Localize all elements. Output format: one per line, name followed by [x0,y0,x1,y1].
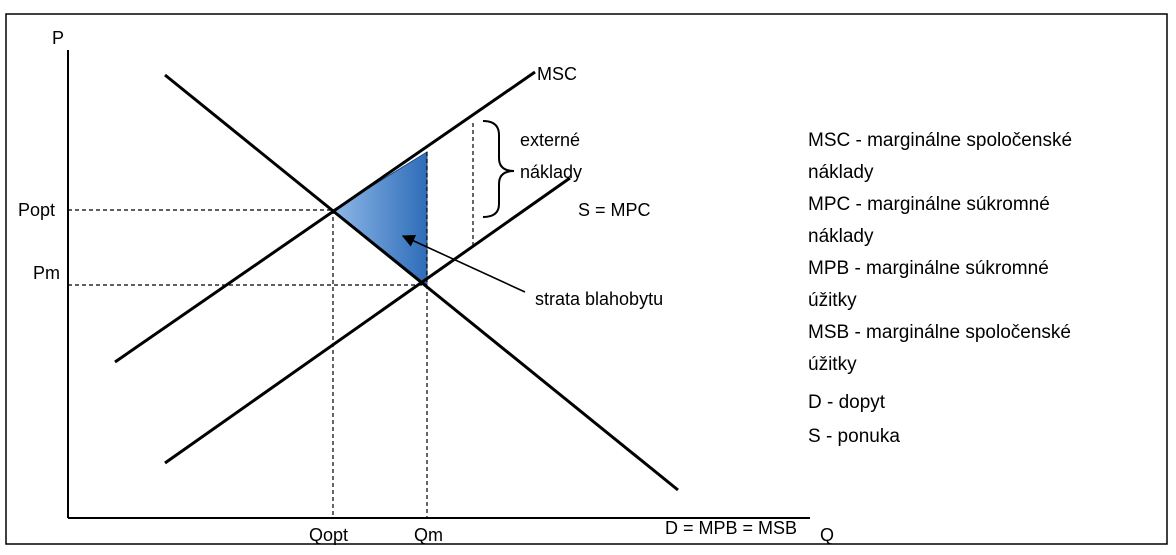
legend-line: MSB - marginálne spoločenské [808,322,1071,343]
legend-line: náklady [808,162,874,183]
msc-curve [114,70,536,364]
external-costs-label-2: náklady [520,162,582,182]
demand-label: D = MPB = MSB [665,518,797,538]
external-cost-brace [482,120,515,218]
legend-line: úžitky [808,290,857,311]
demand-curve [164,73,679,492]
qm-label: Qm [414,525,443,545]
legend-line: úžitky [808,354,857,375]
outer-border [5,13,1168,545]
legend-line: náklady [808,226,874,247]
y-axis-label: P [52,28,64,48]
legend-line: MSC - marginálne spoločenské [808,130,1072,151]
msc-label: MSC [537,64,577,84]
popt-label: Popt [18,200,55,220]
qopt-label: Qopt [309,525,348,545]
welfare-loss-area [332,151,428,287]
legend-line: MPB - marginálne súkromné [808,258,1049,279]
mpc-label: S = MPC [578,200,651,220]
legend: MSC - marginálne spoločenské náklady MPC… [808,130,1072,447]
legend-line: MPC - marginálne súkromné [808,194,1050,215]
welfare-loss-label: strata blahobytu [535,289,663,309]
legend-line: S - ponuka [808,426,900,447]
welfare-loss-arrow [401,234,526,293]
legend-line: D - dopyt [808,392,886,413]
mpc-curve [164,176,571,465]
x-axis-label: Q [820,525,834,545]
external-costs-label-1: externé [520,130,580,150]
pm-label: Pm [33,263,60,283]
